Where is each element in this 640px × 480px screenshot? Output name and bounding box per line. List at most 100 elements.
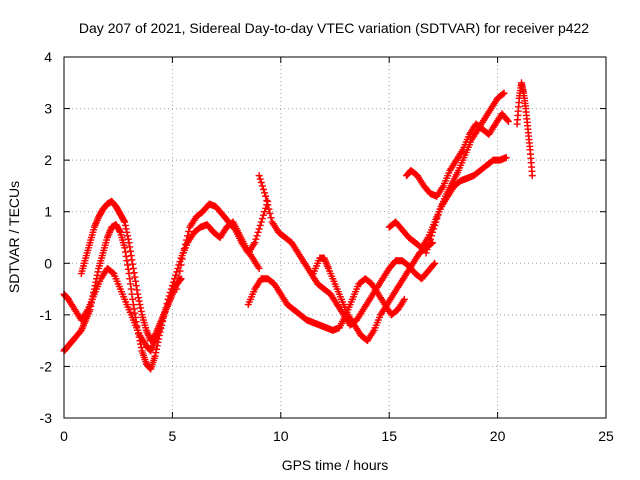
data-point-marker bbox=[182, 236, 190, 244]
data-point-marker bbox=[131, 273, 139, 281]
data-point-marker bbox=[174, 279, 182, 287]
data-series bbox=[255, 172, 439, 329]
data-point-marker bbox=[429, 228, 437, 236]
data-point-marker bbox=[129, 264, 137, 272]
data-point-marker bbox=[135, 297, 143, 305]
data-point-marker bbox=[128, 256, 136, 264]
data-point-marker bbox=[122, 252, 130, 260]
data-point-marker bbox=[261, 208, 269, 216]
data-point-marker bbox=[92, 278, 100, 286]
data-point-marker bbox=[126, 243, 134, 251]
data-point-marker bbox=[261, 189, 269, 197]
data-point-marker bbox=[90, 285, 98, 293]
data-point-marker bbox=[134, 326, 142, 334]
data-point-marker bbox=[93, 275, 101, 283]
data-point-marker bbox=[251, 239, 259, 247]
data-point-marker bbox=[185, 227, 193, 235]
data-point-marker bbox=[121, 244, 129, 252]
data-point-marker bbox=[91, 282, 99, 290]
data-point-marker bbox=[253, 232, 261, 240]
data-point-marker bbox=[265, 205, 273, 213]
data-point-marker bbox=[255, 225, 263, 233]
data-point-marker bbox=[126, 247, 134, 255]
data-point-marker bbox=[177, 261, 185, 269]
data-point-marker bbox=[257, 178, 265, 186]
data-point-marker bbox=[433, 215, 441, 223]
data-point-marker bbox=[121, 248, 129, 256]
data-point-marker bbox=[262, 192, 270, 200]
data-point-marker bbox=[127, 285, 135, 293]
data-series bbox=[77, 197, 168, 345]
data-series bbox=[422, 89, 508, 257]
data-point-marker bbox=[431, 221, 439, 229]
y-tick-label: 2 bbox=[44, 152, 52, 168]
y-axis-label: SDTVAR / TECUs bbox=[6, 181, 22, 293]
y-tick-label: 0 bbox=[44, 255, 52, 271]
data-point-marker bbox=[137, 340, 145, 348]
data-point-marker bbox=[171, 275, 179, 283]
data-point-marker bbox=[121, 221, 129, 229]
data-point-marker bbox=[184, 232, 192, 240]
data-point-marker bbox=[500, 89, 508, 97]
data-point-marker bbox=[87, 299, 95, 307]
data-series bbox=[173, 197, 272, 293]
x-tick-label: 20 bbox=[490, 428, 506, 444]
data-point-marker bbox=[172, 271, 180, 279]
data-point-marker bbox=[258, 215, 266, 223]
data-point-marker bbox=[137, 304, 145, 312]
data-point-marker bbox=[259, 185, 267, 193]
data-point-marker bbox=[132, 277, 140, 285]
data-point-marker bbox=[432, 218, 440, 226]
data-point-marker bbox=[256, 175, 264, 183]
data-point-marker bbox=[129, 295, 137, 303]
data-point-marker bbox=[425, 239, 433, 247]
data-point-marker bbox=[152, 349, 160, 357]
data-point-marker bbox=[134, 290, 142, 298]
axis-ticks: 0 5 10 15 20 25 -3 -2 -1 0 1 2 3 4 bbox=[40, 49, 614, 444]
data-point-marker bbox=[121, 218, 129, 226]
y-tick-label: 4 bbox=[44, 49, 52, 65]
data-point-marker bbox=[179, 249, 187, 257]
data-point-marker bbox=[254, 228, 262, 236]
data-point-marker bbox=[132, 282, 140, 290]
data-point-marker bbox=[424, 242, 432, 250]
data-point-marker bbox=[135, 333, 143, 341]
data-point-marker bbox=[88, 295, 96, 303]
x-tick-label: 15 bbox=[381, 428, 397, 444]
data-series bbox=[513, 79, 536, 180]
data-point-marker bbox=[124, 235, 132, 243]
data-point-marker bbox=[125, 270, 133, 278]
data-point-marker bbox=[132, 313, 140, 321]
data-point-marker bbox=[267, 214, 275, 222]
data-point-marker bbox=[180, 245, 188, 253]
data-point-marker bbox=[130, 269, 138, 277]
data-point-marker bbox=[154, 338, 162, 346]
data-point-marker bbox=[153, 345, 161, 353]
data-point-marker bbox=[137, 307, 145, 315]
data-point-marker bbox=[126, 280, 134, 288]
data-point-marker bbox=[127, 252, 135, 260]
data-point-marker bbox=[123, 228, 131, 236]
data-point-marker bbox=[160, 311, 168, 319]
data-point-marker bbox=[129, 301, 137, 309]
data-point-marker bbox=[129, 260, 137, 268]
data-point-marker bbox=[136, 337, 144, 345]
data-point-marker bbox=[431, 259, 439, 267]
data-point-marker bbox=[137, 344, 145, 352]
data-point-marker bbox=[132, 318, 140, 326]
y-tick-label: -2 bbox=[40, 358, 53, 374]
data-point-marker bbox=[136, 301, 144, 309]
data-point-marker bbox=[255, 172, 263, 180]
chart-title: Day 207 of 2021, Sidereal Day-to-day VTE… bbox=[79, 20, 589, 36]
data-point-marker bbox=[263, 197, 271, 205]
data-point-marker bbox=[130, 305, 138, 313]
y-tick-label: 1 bbox=[44, 204, 52, 220]
data-point-marker bbox=[503, 116, 511, 124]
data-point-marker bbox=[151, 352, 159, 360]
y-tick-label: 3 bbox=[44, 101, 52, 117]
data-point-marker bbox=[124, 232, 132, 240]
y-tick-label: -3 bbox=[40, 410, 53, 426]
data-point-marker bbox=[90, 289, 98, 297]
data-point-marker bbox=[422, 249, 430, 257]
